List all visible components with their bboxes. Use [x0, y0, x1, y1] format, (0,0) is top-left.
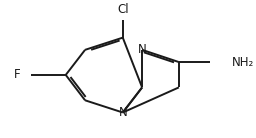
- Text: F: F: [14, 68, 20, 81]
- Text: Cl: Cl: [117, 3, 129, 16]
- Text: N: N: [138, 43, 146, 56]
- Text: NH₂: NH₂: [232, 56, 254, 69]
- Text: N: N: [119, 106, 127, 119]
